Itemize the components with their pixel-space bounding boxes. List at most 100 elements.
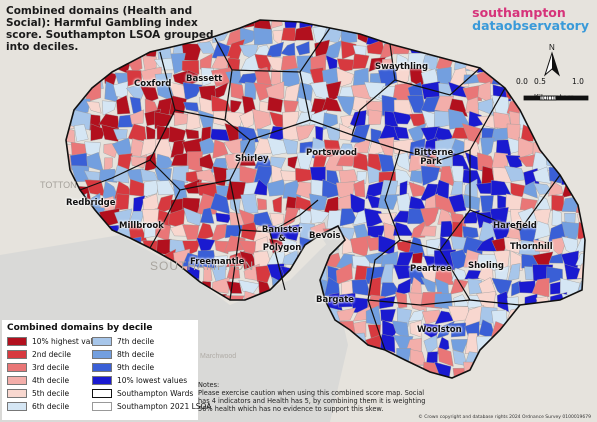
lsoa-area (98, 168, 118, 183)
scale-bar-graphic (523, 95, 589, 101)
lsoa-area (252, 108, 272, 131)
legend: Combined domains by decile 10% highest v… (2, 320, 211, 420)
lsoa-area (253, 179, 268, 196)
lsoa-area (368, 57, 387, 72)
ward-label-bevois: Bevois (309, 231, 341, 241)
lsoa-area (199, 207, 215, 224)
legend-swatch (92, 376, 112, 385)
legend-swatch (7, 389, 27, 398)
logo-line-1: southampton (472, 5, 566, 20)
lsoa-area (380, 309, 396, 323)
ward-label-freemantle: Freemantle (190, 257, 245, 267)
lsoa-area (336, 152, 356, 167)
lsoa-area (409, 170, 424, 184)
lsoa-area (226, 281, 243, 294)
lsoa-area (281, 27, 297, 42)
legend-item-decile-7: 7th decile (92, 337, 154, 346)
lsoa-area (90, 123, 106, 142)
lsoa-area (239, 109, 254, 130)
lsoa-area (308, 193, 328, 211)
lsoa-area (173, 112, 189, 126)
lsoa-area (130, 156, 147, 169)
lsoa-area (574, 235, 585, 254)
ward-label-swaythling: Swaythling (375, 62, 429, 72)
lsoa-area (392, 111, 413, 125)
lsoa-area (310, 208, 330, 224)
legend-swatch (7, 363, 27, 372)
scale-bar: 0.0 0.5 1.0 Kilometers (516, 77, 588, 102)
lsoa-area (437, 347, 454, 367)
legend-item-decile-2: 2nd decile (7, 350, 71, 359)
lsoa-area (353, 179, 366, 198)
lsoa-area (419, 225, 437, 237)
north-label: N (549, 43, 555, 52)
lsoa-area (393, 126, 410, 139)
logo-line-2: dataobservatory (472, 18, 589, 33)
lsoa-area (533, 166, 551, 184)
north-arrow-icon (543, 51, 561, 77)
bg-label-marchwood: Marchwood (200, 353, 236, 360)
scale-tick-1: 0.5 (534, 77, 546, 86)
lsoa-area (551, 194, 565, 212)
lsoa-area (182, 82, 203, 101)
lsoa-area (266, 251, 287, 267)
lsoa-area (548, 253, 564, 264)
lsoa-area (265, 41, 284, 58)
legend-item-wards: Southampton Wards (92, 389, 193, 398)
ward-label-bitterne-park: Bitterne Park (414, 148, 454, 167)
lsoa-area (377, 194, 400, 210)
lsoa-area (116, 95, 131, 115)
lsoa-area (423, 334, 438, 355)
lsoa-area (536, 195, 551, 212)
lsoa-area (531, 277, 550, 298)
lsoa-area (214, 82, 229, 100)
lsoa-area (257, 198, 267, 211)
lsoa-area (533, 239, 554, 253)
lsoa-area (421, 54, 438, 72)
lsoa-area (451, 165, 465, 185)
lsoa-area (129, 109, 145, 125)
legend-swatch (92, 363, 112, 372)
lsoa-area (200, 67, 214, 87)
lsoa-area (269, 212, 285, 227)
lsoa-area (575, 251, 585, 266)
lsoa-area (153, 57, 174, 71)
ward-label-sholing: Sholing (468, 261, 504, 271)
ward-label-peartree: Peartree (410, 264, 452, 274)
lsoa-area (294, 25, 314, 41)
lsoa-area (155, 138, 174, 160)
scale-tick-0: 0.0 (516, 77, 528, 86)
ward-label-coxford: Coxford (134, 79, 172, 89)
scale-tick-2: 1.0 (572, 77, 584, 86)
lsoa-area (203, 266, 213, 285)
legend-swatch (7, 402, 27, 411)
scale-unit: Kilometers (533, 93, 575, 102)
lsoa-area (101, 100, 117, 116)
ward-label-portswood: Portswood (306, 148, 357, 158)
lsoa-area (114, 193, 130, 211)
lsoa-area (338, 86, 354, 98)
ward-label-shirley: Shirley (235, 154, 269, 164)
lsoa-area (254, 236, 268, 252)
ward-label-redbridge: Redbridge (66, 198, 116, 208)
lsoa-area (351, 138, 371, 154)
lsoa-area (73, 124, 89, 142)
lsoa-area (321, 97, 342, 112)
copyright-text: © Crown copyright and database rights 20… (418, 415, 591, 420)
lsoa-area (215, 212, 233, 224)
lsoa-area (143, 179, 160, 198)
lsoa-area (253, 27, 273, 46)
lsoa-area (505, 154, 523, 170)
legend-swatch (7, 376, 27, 385)
lsoa-area (379, 333, 396, 354)
lsoa-area (523, 180, 538, 199)
lsoa-area (379, 295, 396, 310)
lsoa-area (212, 139, 229, 159)
lsoa-area (411, 252, 424, 264)
bg-label-southampton: SOUTHAMPTON (150, 259, 254, 273)
lsoa-area (450, 322, 467, 338)
map-title: Combined domains (Health and Social): Ha… (6, 5, 214, 53)
lsoa-area (338, 169, 359, 184)
lsoa-area (196, 237, 216, 253)
lsoa-area (210, 223, 228, 244)
